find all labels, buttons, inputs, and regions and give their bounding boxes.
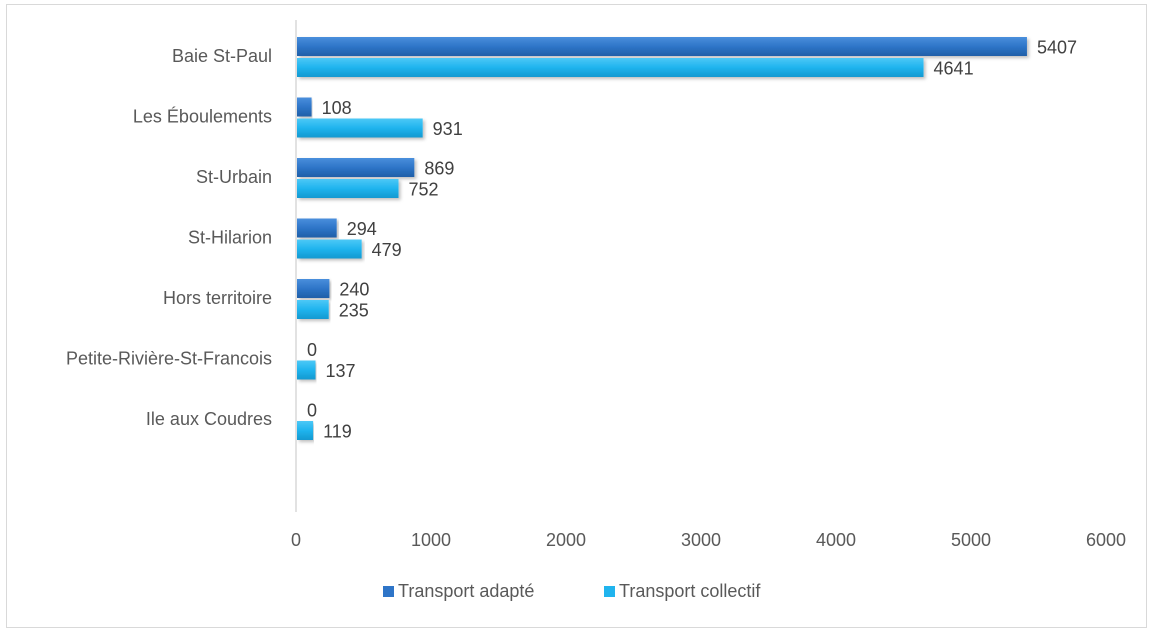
x-tick-label: 6000 xyxy=(1086,530,1126,550)
bar-transport-adapte xyxy=(297,279,330,298)
x-tick-label: 0 xyxy=(291,530,301,550)
data-label: 137 xyxy=(325,361,355,381)
data-label: 235 xyxy=(339,301,369,321)
x-tick-label: 5000 xyxy=(951,530,991,550)
data-label: 0 xyxy=(307,340,317,360)
data-label: 240 xyxy=(339,280,369,300)
bar-transport-collectif xyxy=(297,239,362,259)
chart-frame xyxy=(6,4,1147,628)
data-label: 0 xyxy=(307,401,317,421)
bar-transport-adapte xyxy=(297,158,415,177)
legend-swatch xyxy=(383,586,394,597)
category-label: Petite-Rivière-St-Francois xyxy=(66,349,272,369)
bar-transport-collectif xyxy=(297,118,423,138)
bar-transport-adapte xyxy=(297,97,312,117)
data-label: 108 xyxy=(322,98,352,118)
bar-transport-adapte xyxy=(297,218,337,238)
category-label: St-Urbain xyxy=(196,167,272,187)
bar-transport-collectif xyxy=(297,58,924,77)
x-tick-label: 2000 xyxy=(546,530,586,550)
category-label: Les Éboulements xyxy=(133,107,272,127)
legend-swatch xyxy=(604,586,615,597)
bar-transport-collectif xyxy=(297,179,399,198)
legend-label: Transport adapté xyxy=(398,581,534,601)
data-label: 931 xyxy=(433,119,463,139)
x-tick-label: 3000 xyxy=(681,530,721,550)
category-label: Baie St-Paul xyxy=(172,46,272,66)
category-label: Hors territoire xyxy=(163,288,272,308)
data-label: 752 xyxy=(409,180,439,200)
legend-label: Transport collectif xyxy=(619,581,761,601)
data-label: 294 xyxy=(347,219,377,239)
bar-transport-collectif xyxy=(297,360,316,380)
category-label: St-Hilarion xyxy=(188,228,272,248)
data-label: 4641 xyxy=(934,59,974,79)
bar-transport-adapte xyxy=(297,37,1027,56)
data-label: 5407 xyxy=(1037,38,1077,58)
x-tick-label: 4000 xyxy=(816,530,856,550)
data-label: 869 xyxy=(424,159,454,179)
data-label: 119 xyxy=(323,422,352,442)
x-tick-label: 1000 xyxy=(411,530,451,550)
category-label: Ile aux Coudres xyxy=(146,409,272,429)
bar-transport-collectif xyxy=(297,421,314,440)
data-label: 479 xyxy=(372,240,402,260)
bar-transport-collectif xyxy=(297,300,329,319)
